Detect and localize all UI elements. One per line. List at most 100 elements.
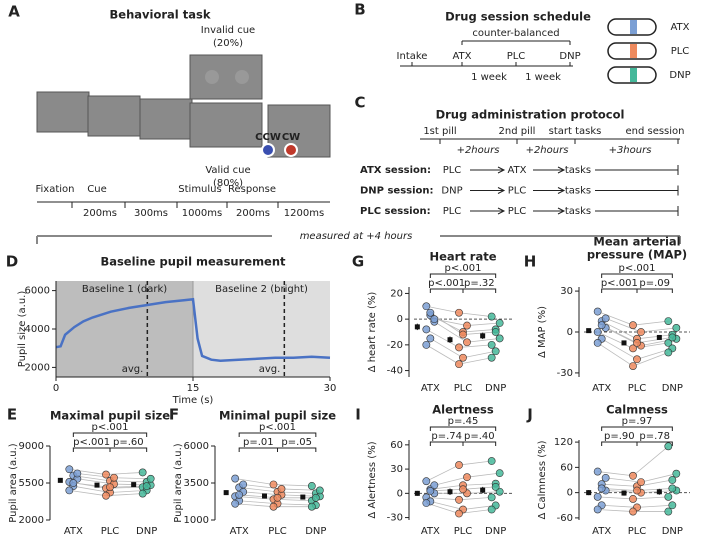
subject-link bbox=[281, 488, 320, 491]
key-label: CCW bbox=[255, 132, 281, 143]
subject-link bbox=[458, 357, 492, 365]
subject-dot bbox=[146, 474, 155, 483]
comparison-bracket bbox=[72, 447, 111, 452]
y-label: Δ Calmness (%) bbox=[537, 440, 548, 519]
subject-dot bbox=[672, 469, 681, 478]
arrowhead bbox=[497, 207, 506, 215]
comparison-bracket bbox=[72, 432, 148, 437]
p-value: p=.32 bbox=[464, 278, 495, 289]
y-tick-label: -60 bbox=[557, 513, 573, 524]
p-value: p<.001 bbox=[601, 278, 638, 289]
cue-label: (20%) bbox=[213, 38, 243, 49]
subject-dot bbox=[459, 485, 467, 494]
subject-link bbox=[239, 487, 278, 493]
subject-dot bbox=[231, 499, 240, 508]
comparison-bracket bbox=[429, 441, 464, 446]
panel-title: Behavioral task bbox=[110, 8, 211, 22]
subject-dot bbox=[633, 339, 641, 347]
subject-dot bbox=[495, 334, 504, 343]
subject-link bbox=[640, 473, 677, 483]
step-label: start tasks bbox=[549, 126, 602, 137]
cell: tasks bbox=[565, 165, 591, 176]
mean-marker bbox=[656, 489, 662, 495]
p-value: p=.09 bbox=[639, 278, 670, 289]
y-tick-label: 0 bbox=[397, 314, 403, 325]
subject-dot bbox=[629, 321, 637, 330]
duration-label: 1200ms bbox=[284, 208, 324, 219]
y-tick-label: 20 bbox=[390, 288, 403, 299]
p-value: p=.74 bbox=[431, 431, 462, 442]
subject-dot bbox=[491, 347, 500, 356]
subject-dot bbox=[426, 487, 435, 495]
y-tick-label: 2000 bbox=[25, 362, 50, 373]
subject-dot bbox=[455, 509, 463, 518]
y-tick-label: 0 bbox=[397, 488, 403, 499]
x-tick-label: DNP bbox=[305, 526, 326, 537]
pill-stripe bbox=[630, 68, 637, 82]
subject-dot bbox=[273, 493, 282, 502]
p-value: p<.001 bbox=[445, 263, 482, 274]
subject-dot bbox=[239, 480, 248, 489]
y-tick-label: -30 bbox=[557, 368, 573, 379]
subject-dot bbox=[672, 324, 681, 332]
subject-link bbox=[235, 478, 274, 485]
comparison-bracket bbox=[462, 288, 497, 293]
y-tick-label: 30 bbox=[560, 286, 573, 297]
mean-marker bbox=[586, 490, 592, 496]
subject-dot bbox=[102, 470, 110, 479]
subject-link bbox=[636, 504, 673, 508]
subject-link bbox=[239, 500, 278, 505]
p-value: p=.90 bbox=[604, 431, 635, 442]
subject-link bbox=[597, 471, 634, 477]
divider-label: measured at +4 hours bbox=[300, 231, 413, 242]
subject-link bbox=[636, 337, 673, 344]
mean-marker bbox=[300, 494, 306, 500]
delay-label: +2hours bbox=[457, 145, 500, 156]
delay-label: +3hours bbox=[609, 145, 652, 156]
subject-dot bbox=[487, 505, 496, 514]
subject-link bbox=[636, 334, 673, 340]
subject-link bbox=[458, 344, 492, 348]
subject-dot bbox=[629, 495, 637, 503]
x-tick-label: 30 bbox=[324, 383, 337, 394]
panel-letter: G bbox=[352, 253, 364, 271]
cell: PLC bbox=[443, 206, 462, 217]
x-label: Time (s) bbox=[172, 395, 214, 406]
subject-dot bbox=[422, 499, 431, 507]
step-label: 2nd pill bbox=[499, 126, 536, 137]
subject-link bbox=[434, 476, 468, 486]
subject-dot bbox=[664, 339, 673, 347]
subject-dot bbox=[593, 339, 602, 347]
delay-label: +2hours bbox=[526, 145, 569, 156]
subject-link bbox=[426, 496, 460, 501]
y-label: Δ Alertness (%) bbox=[367, 441, 378, 518]
region bbox=[193, 281, 330, 377]
cue-label: Invalid cue bbox=[201, 25, 255, 36]
y-label: Δ heart rate (%) bbox=[367, 292, 378, 373]
pill-stripe bbox=[630, 44, 637, 58]
phase-label: Response bbox=[228, 184, 276, 195]
duration-label: 200ms bbox=[83, 208, 117, 219]
mean-marker bbox=[656, 334, 662, 340]
mean-marker bbox=[414, 490, 420, 496]
comparison-bracket bbox=[429, 426, 497, 431]
subject-link bbox=[426, 344, 460, 365]
x-tick-label: DNP bbox=[485, 526, 506, 537]
comparison-bracket bbox=[636, 441, 673, 446]
panel-letter: B bbox=[354, 1, 365, 19]
y-tick-label: 30 bbox=[390, 464, 403, 475]
subject-dot bbox=[430, 315, 439, 324]
subject-dot bbox=[629, 344, 637, 353]
comparison-bracket bbox=[109, 447, 148, 452]
subject-dot bbox=[142, 482, 151, 491]
subject-dot bbox=[593, 307, 602, 316]
comparison-bracket bbox=[238, 432, 317, 437]
x-tick-label: PLC bbox=[454, 383, 473, 394]
cell: tasks bbox=[565, 206, 591, 217]
subject-dot bbox=[668, 476, 677, 484]
subject-dot bbox=[491, 482, 500, 491]
subject-dot bbox=[455, 461, 463, 469]
subject-link bbox=[605, 317, 642, 333]
subject-link bbox=[273, 484, 312, 487]
key-label: CW bbox=[282, 132, 300, 143]
